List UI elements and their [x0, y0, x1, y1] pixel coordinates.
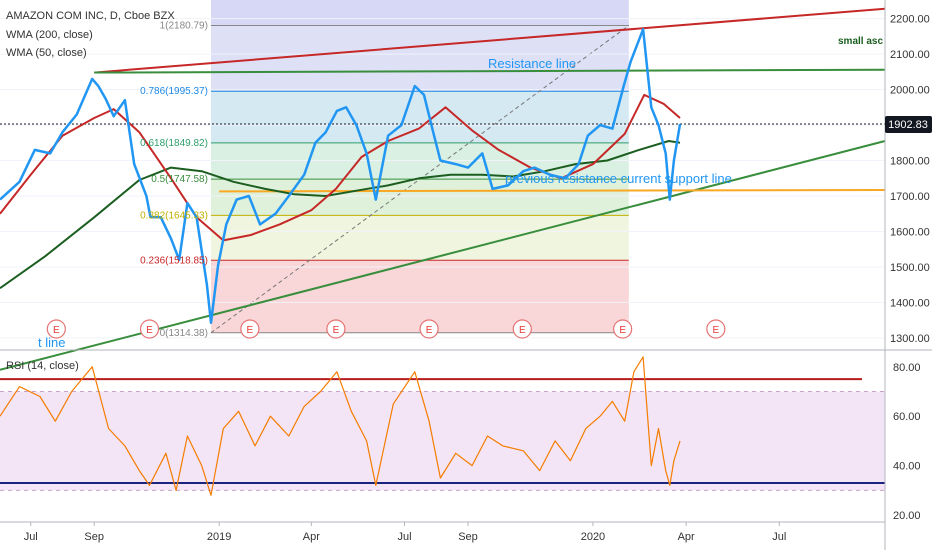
fibonacci-zone: [210, 179, 629, 216]
time-tick-label: Sep: [458, 531, 478, 543]
last-price-tag: 1902.83: [885, 116, 932, 134]
wma50-line: [0, 93, 681, 242]
trendline-annotation: t line: [38, 335, 65, 350]
grid: [0, 18, 885, 339]
wma50-legend[interactable]: WMA (50, close): [6, 47, 87, 59]
rsi-tick-label: 60.00: [893, 411, 921, 423]
earnings-marker-label: E: [53, 325, 60, 336]
rsi-legend[interactable]: RSI (14, close): [6, 360, 79, 372]
time-axis[interactable]: Jul Sep 2019 Apr Jul Sep 2020 Apr Jul: [24, 522, 787, 543]
earnings-marker[interactable]: [46, 319, 66, 339]
earnings-marker-label: E: [426, 325, 433, 336]
fibonacci-level-label: 0.236(1518.85): [140, 255, 208, 266]
price-tick-label: 1700.00: [890, 191, 930, 203]
earnings-marker-label: E: [247, 325, 254, 336]
fibonacci-zone: [210, 91, 629, 143]
support-line[interactable]: [219, 188, 886, 193]
rsi-tick-label: 40.00: [893, 461, 921, 473]
fibonacci-labels: 0(1314.38) 0.236(1518.85) 0.382(1645.33) 0.…: [140, 20, 208, 338]
earnings-marker[interactable]: [512, 319, 532, 339]
earnings-marker[interactable]: [613, 319, 633, 339]
fibonacci-level-label: 1(2180.79): [160, 20, 208, 31]
horizontal-resistance-line[interactable]: [94, 68, 886, 74]
earnings-marker-label: E: [619, 325, 626, 336]
resistance-trend-line[interactable]: [94, 7, 886, 74]
rsi-tick-label: 20.00: [893, 510, 921, 522]
support-annotation: previous resistance current support line: [505, 171, 732, 186]
fibonacci-level-label: 0.382(1645.33): [140, 210, 208, 221]
price-tick-label: 1300.00: [890, 333, 930, 345]
time-tick-label: Jul: [397, 531, 411, 543]
symbol-title: AMAZON COM INC, D, Cboe BZX: [6, 10, 175, 22]
time-tick-label: Jul: [24, 531, 38, 543]
fibonacci-level-label: 0.786(1995.37): [140, 86, 208, 97]
earnings-marker[interactable]: [139, 319, 160, 339]
price-tick-label: 2000.00: [890, 85, 930, 97]
fibonacci-zone-top: [210, 0, 629, 26]
fibonacci-zone: [210, 260, 629, 333]
price-tick-label: 1600.00: [890, 226, 930, 238]
earnings-marker-label: E: [519, 325, 526, 336]
fibonacci-zone: [210, 215, 629, 261]
earnings-marker[interactable]: [706, 319, 726, 339]
price-line: [0, 28, 682, 324]
earnings-marker-label: E: [146, 325, 153, 336]
time-tick-label: Sep: [84, 531, 104, 543]
series-lines: [0, 28, 682, 496]
small-asc-annotation: small asc: [838, 36, 883, 47]
rsi-line: [0, 356, 681, 496]
last-price-background: [885, 116, 932, 134]
earnings-marker-label: E: [333, 325, 340, 336]
fibonacci-level-label: 0.5(1747.58): [151, 174, 208, 185]
earnings-marker[interactable]: [419, 319, 439, 339]
time-tick-label: 2019: [207, 531, 231, 543]
last-price-label: 1902.83: [888, 119, 928, 131]
price-tick-label: 2200.00: [890, 14, 930, 26]
price-tick-label: 2100.00: [890, 49, 930, 61]
resistance-annotation: Resistance line: [488, 56, 576, 71]
earnings-marker[interactable]: [240, 319, 260, 339]
fibonacci-level-label: 0.618(1849.82): [140, 138, 208, 149]
earnings-marker-label: E: [713, 325, 720, 336]
time-tick-label: Jul: [772, 531, 786, 543]
price-tick-label: 1800.00: [890, 156, 930, 168]
time-tick-label: 2020: [581, 531, 605, 543]
price-tick-label: 1500.00: [890, 262, 930, 274]
price-tick-label: 1400.00: [890, 297, 930, 309]
time-tick-label: Apr: [303, 531, 320, 543]
rsi-axis[interactable]: 20.00 40.00 60.00 80.00: [893, 362, 921, 522]
earnings-marker[interactable]: [326, 319, 346, 339]
time-tick-label: Apr: [678, 531, 695, 543]
fibonacci-level-label: 0(1314.38): [160, 328, 208, 339]
rsi-tick-label: 80.00: [893, 362, 921, 374]
wma200-legend[interactable]: WMA (200, close): [6, 29, 93, 41]
